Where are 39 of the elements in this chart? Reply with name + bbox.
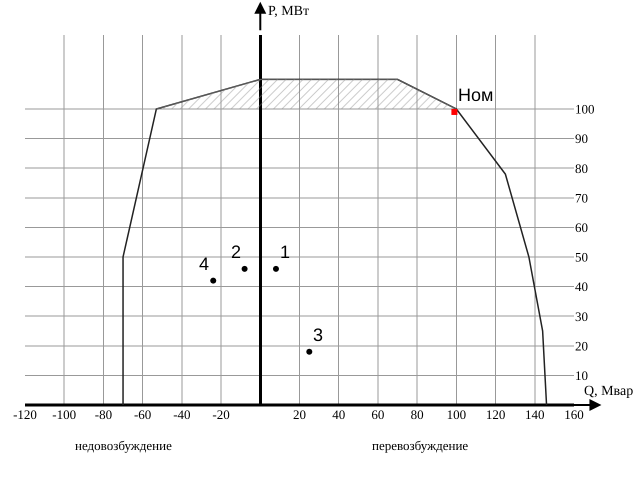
y-tick-label: 40 (575, 279, 588, 294)
y-tick-label: 30 (575, 308, 588, 324)
x-tick-label: 60 (371, 407, 384, 422)
point (451, 108, 458, 115)
x-tick-label: 120 (486, 407, 506, 422)
y-axis-title: P, МВт (268, 4, 310, 19)
text: перевозбуждение (372, 438, 468, 453)
y-tick-label: 60 (575, 220, 588, 235)
annotation: Ном (458, 85, 494, 105)
x-tick-label: 80 (410, 407, 424, 422)
point (306, 348, 312, 355)
y-tick-label: 80 (575, 160, 588, 176)
annotation: 2 (231, 242, 242, 262)
y-tick-label: 20 (575, 338, 588, 354)
x-tick-label: -80 (94, 407, 112, 422)
x-tick-label: -40 (173, 407, 191, 422)
point (210, 278, 216, 284)
line-series (122, 78, 548, 405)
x-tick-label: 140 (525, 407, 545, 422)
x-tick-label: 160 (564, 407, 584, 422)
y-tick-label: 50 (575, 250, 588, 265)
x-tick-label: -120 (13, 407, 37, 422)
y-tick-label: 90 (575, 131, 588, 146)
annotation: 1 (280, 242, 290, 262)
y-tick-label: 10 (575, 368, 588, 383)
annotation: 3 (313, 325, 324, 345)
x-tick-label: 100 (446, 407, 466, 422)
point (242, 266, 248, 272)
x-tick-label: -100 (52, 407, 76, 422)
x-tick-label: 20 (293, 407, 306, 422)
point (272, 266, 279, 272)
text: недовозбуждение (75, 438, 172, 453)
annotation: 4 (199, 254, 210, 274)
x-tick-label: -20 (212, 407, 230, 422)
y-tick-label: 100 (575, 102, 594, 117)
x-tick-label: 40 (332, 407, 346, 422)
x-tick-label: -60 (134, 407, 152, 422)
x-axis-title: Q, Мвар (584, 384, 634, 399)
y-tick-label: 70 (575, 190, 588, 206)
